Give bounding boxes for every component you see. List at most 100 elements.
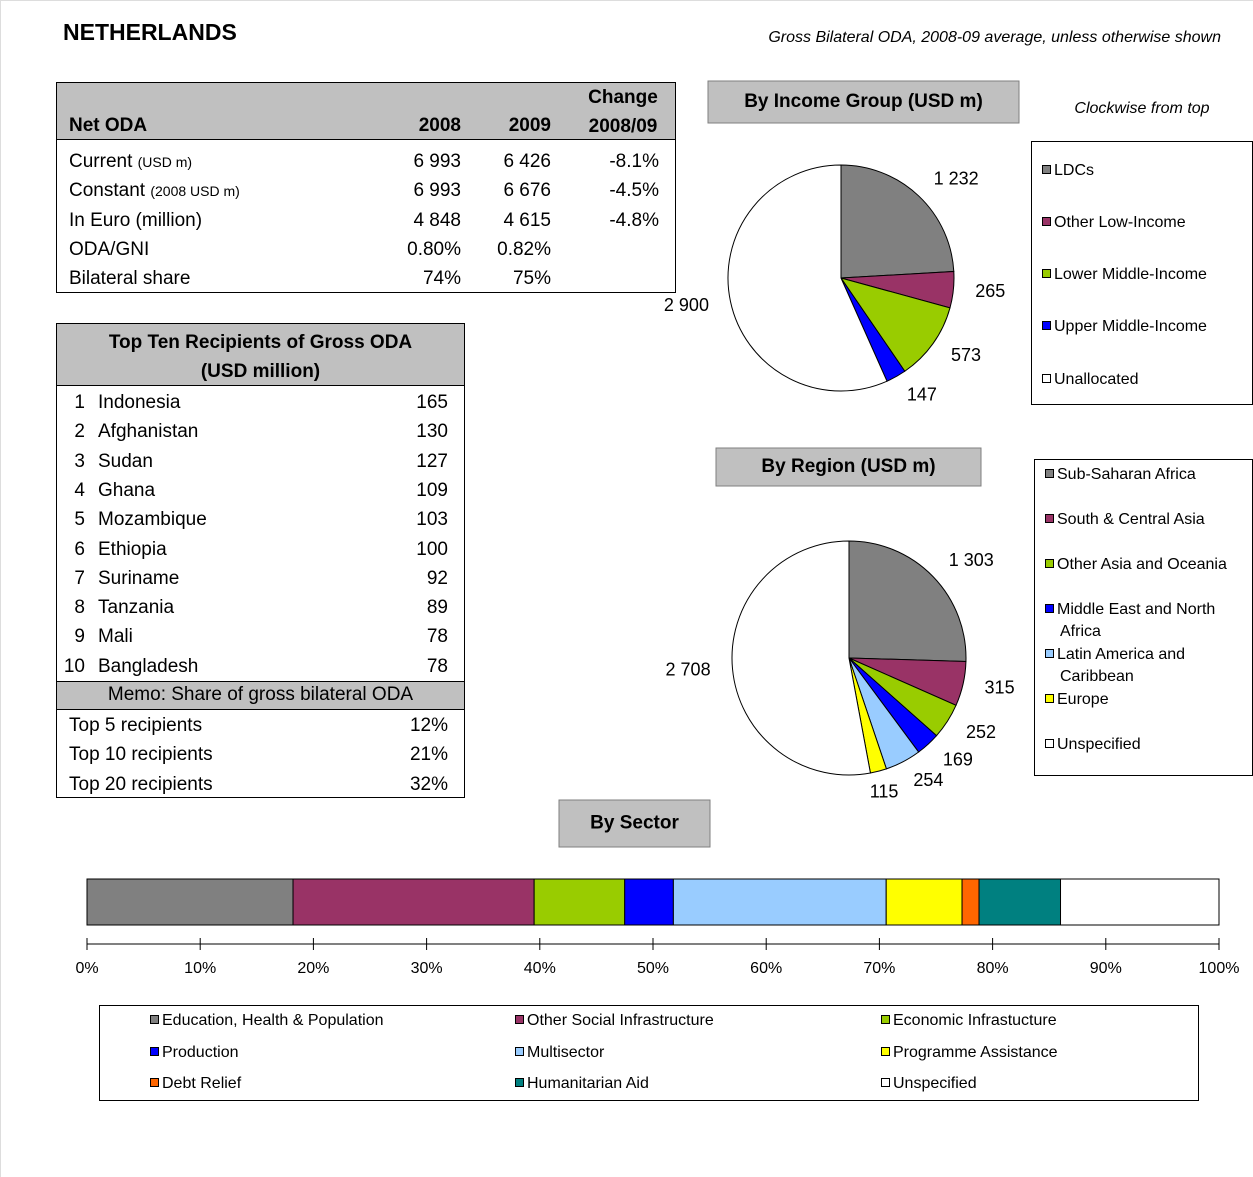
chart-title-box <box>707 80 1020 124</box>
pie-slice <box>839 277 951 372</box>
row-label: ODA/GNI <box>69 235 149 264</box>
legend-label: Education, Health & Population <box>162 1012 384 1029</box>
legend-label: Debt Relief <box>162 1075 242 1092</box>
legend-label: Sub-Saharan Africa <box>1057 466 1196 483</box>
legend-swatch <box>1045 604 1054 613</box>
memo-title: Memo: Share of gross bilateral ODA <box>107 684 414 705</box>
row-label-text: Bilateral share <box>69 268 191 290</box>
bar-segment <box>961 878 980 926</box>
legend-label: Middle East and North Africa <box>1057 601 1216 640</box>
x-tick-label: 0% <box>75 960 98 977</box>
legend-swatch <box>1042 321 1051 330</box>
bar-segment <box>86 878 294 926</box>
pie-value-label: 1 232 <box>934 169 979 189</box>
memo-label: Top 10 recipients <box>69 744 213 766</box>
pie-value-label: 315 <box>985 677 1015 697</box>
pie-slice <box>848 540 967 662</box>
legend-swatch <box>1042 165 1051 174</box>
rank: 7 <box>74 567 85 589</box>
cell-2009: 4 615 <box>503 209 551 231</box>
legend-swatch <box>1042 217 1051 226</box>
legend-swatch <box>150 1015 159 1024</box>
chart-title: By Sector <box>590 813 679 834</box>
column-header: Change 2008/09 <box>588 87 658 137</box>
legend-item: Production <box>150 1042 239 1064</box>
amount: 89 <box>426 597 448 619</box>
table-header-bg <box>57 324 464 386</box>
cell-2008: 0.80% <box>407 238 461 260</box>
legend-label: LDCs <box>1054 162 1095 179</box>
pie-value-label: 169 <box>943 749 973 769</box>
legend-swatch <box>1042 374 1051 383</box>
cell-2009: 0.82% <box>497 238 551 260</box>
legend-label: Unspecified <box>1057 736 1141 753</box>
legend-item: Education, Health & Population <box>150 1010 383 1032</box>
x-tick-label: 20% <box>297 960 329 977</box>
legend-label: Economic Infrastucture <box>893 1012 1057 1029</box>
legend-item: Other Low-Income <box>1042 212 1250 234</box>
bar-segment <box>292 878 535 926</box>
legend-label: Latin America and Caribbean <box>1057 646 1186 685</box>
recipient: Afghanistan <box>98 421 199 443</box>
cell-change: -4.5% <box>609 180 659 202</box>
legend-swatch <box>515 1047 524 1056</box>
bar-segment <box>1060 878 1220 926</box>
x-tick-label: 40% <box>524 960 556 977</box>
recipient: Ethiopia <box>98 538 167 560</box>
legend-item: Economic Infrastucture <box>881 1010 1057 1032</box>
legend-item: Upper Middle-Income <box>1042 316 1250 338</box>
row-label: Bilateral share <box>69 264 190 293</box>
row-label: Constant (2008 USD m) <box>69 176 240 206</box>
pie-slice <box>731 540 872 776</box>
legend-item: Unspecified <box>881 1073 977 1095</box>
legend: Sub-Saharan Africa South & Central Asia Ot… <box>1034 459 1253 776</box>
legend-label: Other Low-Income <box>1054 214 1186 231</box>
pie-slice <box>840 164 955 279</box>
cell-2008: 4 848 <box>413 209 461 231</box>
pie-value-label: 147 <box>907 385 937 405</box>
rank: 2 <box>74 421 85 443</box>
rank: 6 <box>74 538 85 560</box>
annotation: Clockwise from top <box>1074 100 1210 117</box>
amount: 127 <box>416 450 448 472</box>
legend-swatch <box>1045 694 1054 703</box>
legend-swatch <box>1045 739 1054 748</box>
column-header: 2008 <box>418 115 461 136</box>
legend-swatch <box>150 1078 159 1087</box>
legend-item: Latin America and Caribbean <box>1045 644 1250 688</box>
row-label-text: Constant <box>69 180 146 202</box>
net-oda-table: Net ODA 2008 2009 Change 2008/09 Current (US… <box>56 82 676 293</box>
rank: 8 <box>74 597 85 619</box>
chart-title-box <box>558 799 711 848</box>
amount: 103 <box>416 509 448 531</box>
legend-item: Unspecified <box>1045 734 1250 756</box>
legend-item: Debt Relief <box>150 1073 241 1095</box>
recipient: Ghana <box>98 479 156 501</box>
legend-swatch <box>881 1047 890 1056</box>
pie-value-label: 115 <box>870 781 899 801</box>
legend-label: Other Asia and Oceania <box>1057 556 1227 573</box>
legend-swatch <box>1045 559 1054 568</box>
recipient: Tanzania <box>98 597 175 619</box>
x-tick-label: 80% <box>977 960 1009 977</box>
cell-change: -4.8% <box>609 209 659 231</box>
rank: 3 <box>74 450 85 472</box>
recipient: Suriname <box>98 567 180 589</box>
legend-item: South & Central Asia <box>1045 509 1250 531</box>
legend-item: Sub-Saharan Africa <box>1045 464 1250 486</box>
pie-value-label: 2 708 <box>666 660 711 680</box>
legend-item: LDCs <box>1042 160 1250 182</box>
memo-value: 32% <box>409 773 448 795</box>
top-ten-table: Top Ten Recipients of Gross ODA (USD mil… <box>56 323 465 798</box>
legend-item: Multisector <box>515 1042 604 1064</box>
rank: 9 <box>74 626 85 648</box>
legend-swatch <box>1045 514 1054 523</box>
row-label-text: ODA/GNI <box>69 238 150 260</box>
bar-segment <box>533 878 626 926</box>
rank: 4 <box>74 479 85 501</box>
memo-label: Top 5 recipients <box>69 715 203 736</box>
legend-item: Lower Middle-Income <box>1042 264 1250 286</box>
rank: 5 <box>74 509 85 531</box>
